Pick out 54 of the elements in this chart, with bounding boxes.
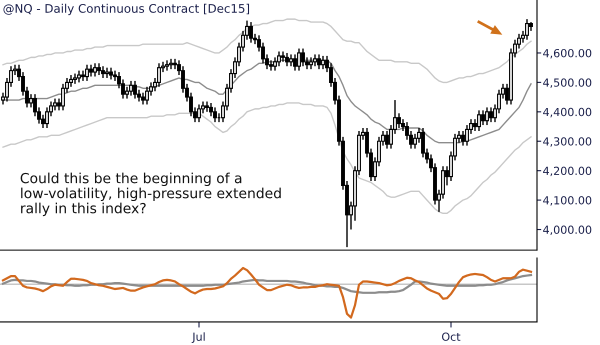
y-tick-label: 4,500.00 [543, 78, 592, 88]
candlestick [157, 62, 161, 88]
candlestick [473, 118, 477, 132]
candlestick [85, 64, 89, 82]
line-series [2, 18, 532, 84]
y-tick-label: 4,000.00 [543, 226, 592, 236]
candlestick [489, 106, 493, 123]
y-tick-label: 4,300.00 [543, 137, 592, 147]
candlestick [477, 110, 481, 132]
candlestick [109, 66, 113, 80]
candlestick [165, 60, 169, 72]
candlestick [73, 72, 77, 85]
candlestick [525, 18, 529, 40]
candlestick [301, 48, 305, 67]
candlestick [461, 130, 465, 146]
candlestick [77, 70, 81, 84]
candlestick [297, 48, 301, 72]
annotation: Could this be the beginning of a low-volatility, high-pressure extended rally in this index? [20, 172, 281, 216]
candlestick [145, 86, 149, 106]
candlestick [89, 64, 93, 78]
candlestick [277, 50, 281, 67]
candlestick [93, 62, 97, 78]
chart-title: @NQ - Daily Continuous Contract [Dec15] [3, 4, 250, 16]
candlestick [289, 54, 293, 67]
candlestick [141, 92, 145, 106]
candlestick [81, 70, 85, 82]
candlestick [485, 106, 489, 126]
candlestick [129, 80, 133, 96]
candlestick [197, 104, 201, 123]
candlestick [213, 106, 217, 123]
candlestick [169, 58, 173, 70]
candlestick [133, 80, 137, 100]
candlestick [321, 55, 325, 70]
candlestick [97, 62, 101, 76]
candlestick [293, 54, 297, 72]
y-tick-label: 4,600.00 [543, 48, 592, 58]
candlestick [101, 66, 105, 79]
y-tick-label: 4,200.00 [543, 166, 592, 176]
candlestick [309, 56, 313, 70]
candlestick [105, 66, 109, 79]
candlestick [385, 130, 389, 150]
candlestick [205, 100, 209, 113]
y-tick-label: 4,400.00 [543, 108, 592, 118]
candlestick [317, 54, 321, 70]
candlestick [281, 50, 285, 62]
candlestick [285, 52, 289, 67]
candlestick [29, 93, 33, 108]
candlestick [397, 112, 401, 129]
candlestick [313, 54, 317, 67]
y-tick-label: 4,100.00 [543, 196, 592, 206]
x-tick-label: Jul [192, 332, 205, 343]
candlestick [249, 21, 253, 44]
x-tick-label: Oct [442, 332, 460, 341]
candlestick [481, 110, 485, 126]
